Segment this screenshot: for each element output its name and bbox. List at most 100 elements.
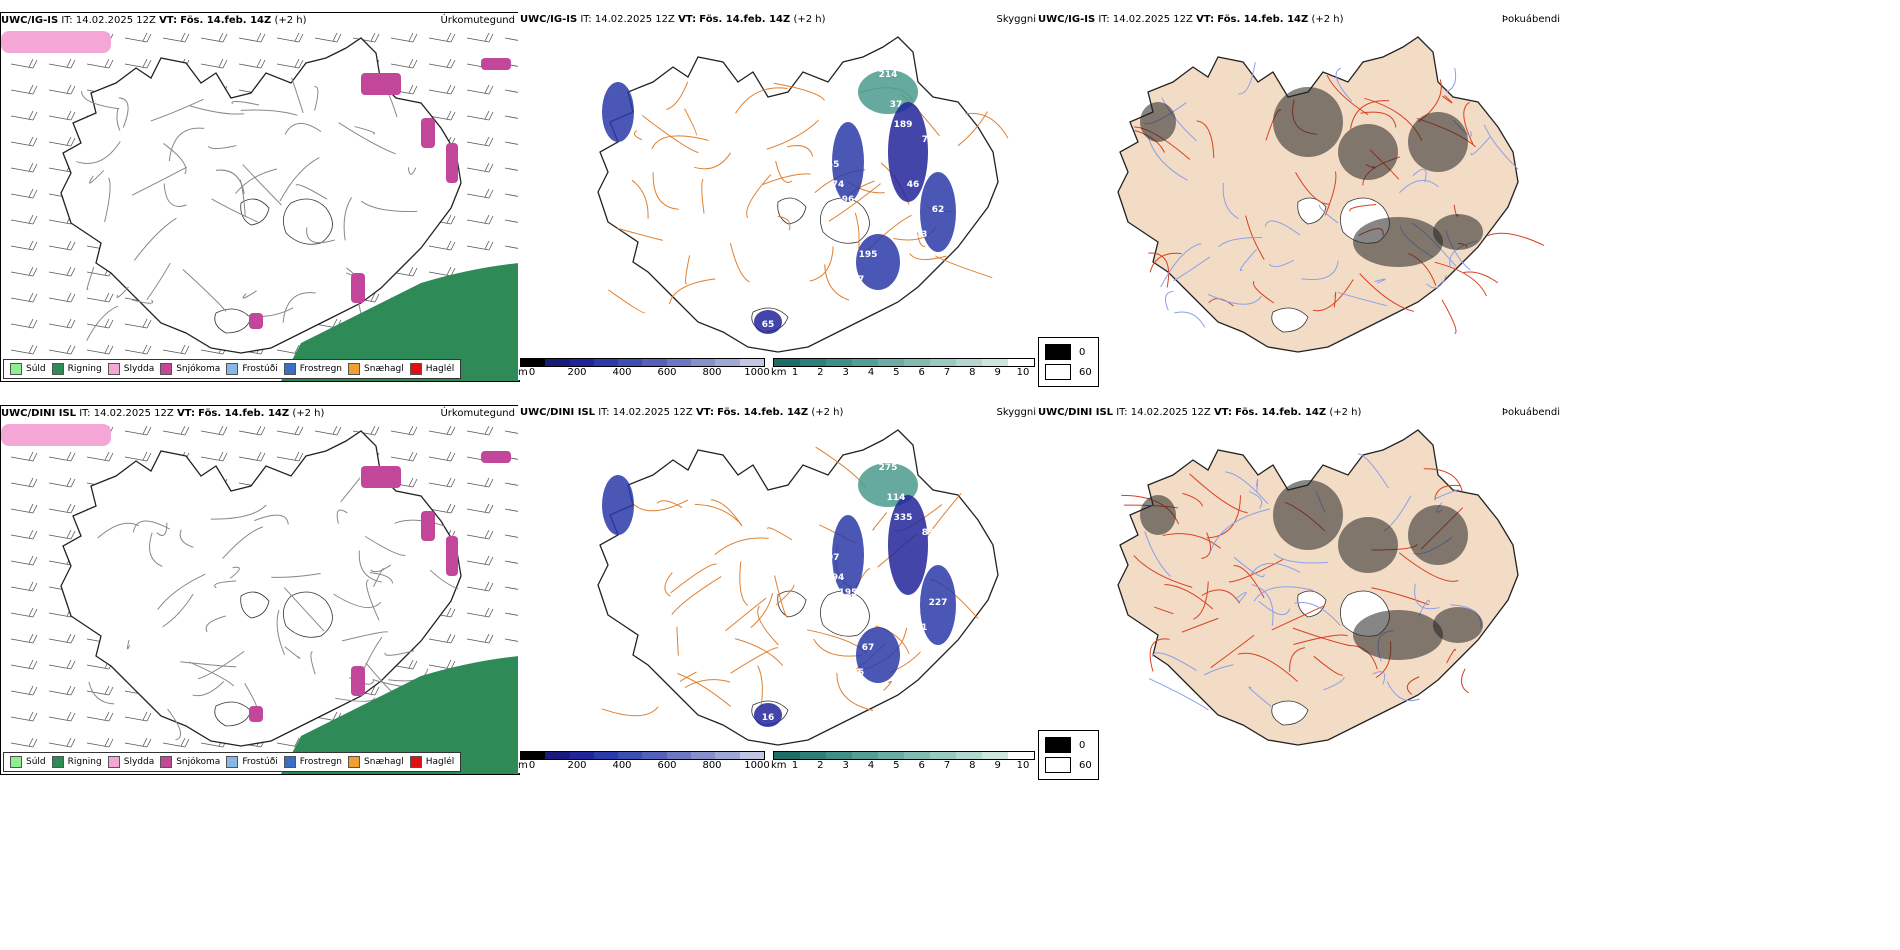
wind-barb-icon xyxy=(504,430,519,434)
wind-barb-icon xyxy=(124,32,152,43)
colorbar-tick: 6 xyxy=(918,367,925,378)
road-line xyxy=(836,672,874,711)
cloud-height-label: 275 xyxy=(879,463,898,473)
road-line xyxy=(1258,600,1291,616)
colorbar-step xyxy=(545,752,570,759)
sleet-area xyxy=(1,424,111,446)
coastline xyxy=(1117,36,1519,353)
road-line xyxy=(1412,168,1427,183)
snow-area xyxy=(249,706,263,722)
fog-index-panel: UWC/IG-IS IT: 14.02.2025 12Z VT: Fös. 14… xyxy=(1038,12,1900,392)
fog-legend-swatch xyxy=(1045,364,1071,380)
legend-item: Snæhagl xyxy=(348,363,404,375)
fog-area xyxy=(1338,517,1398,573)
legend-swatch xyxy=(348,363,361,375)
road-line xyxy=(163,183,187,207)
road-line xyxy=(666,81,689,110)
snow-area xyxy=(421,511,435,541)
wind-barb-icon xyxy=(238,32,266,43)
colorbar-step xyxy=(642,752,667,759)
road-line xyxy=(295,184,328,200)
colorbar-tick: 5 xyxy=(893,760,900,771)
road-line xyxy=(1426,275,1447,289)
glacier-outline xyxy=(240,198,270,226)
road-line xyxy=(670,563,717,594)
rain-area xyxy=(281,656,519,774)
cloud-height-label: 195 xyxy=(839,588,858,598)
it-value: 14.02.2025 12Z xyxy=(75,15,156,26)
it-value: 14.02.2025 12Z xyxy=(612,407,693,418)
wind-barb-icon xyxy=(390,451,418,462)
road-line xyxy=(617,227,663,241)
wind-barb-icon xyxy=(200,32,228,43)
wind-barb-icon xyxy=(390,425,418,436)
road-line xyxy=(1470,136,1491,156)
road-line xyxy=(240,109,298,116)
colorbar-step xyxy=(545,359,570,366)
cloud-base-area xyxy=(754,703,782,727)
colorbar-step xyxy=(691,359,716,366)
road-line xyxy=(746,174,772,218)
snow-area xyxy=(351,666,365,696)
lead-time: (+2 h) xyxy=(811,407,844,418)
colorbar-step xyxy=(642,359,667,366)
wind-barb-icon xyxy=(466,581,494,592)
cloud-height-label: 83 xyxy=(922,528,935,538)
road-line xyxy=(926,493,962,538)
legend-swatch xyxy=(51,756,64,768)
road-line xyxy=(739,561,749,606)
visibility-colorbar-ticks: 1 2 3 4 5 6 7 8 9 10 xyxy=(773,367,1035,379)
cloud-height-label: 16 xyxy=(762,713,775,723)
visibility-panel: UWC/DINI ISL IT: 14.02.2025 12Z VT: Fös.… xyxy=(518,405,1038,773)
road-line xyxy=(116,286,129,298)
fog-legend-row: 0 xyxy=(1045,342,1092,362)
height-colorbar-bar xyxy=(520,358,765,367)
road-line xyxy=(828,183,881,222)
wind-barb-icon xyxy=(86,58,114,69)
road-line xyxy=(725,597,767,632)
road-line xyxy=(429,569,459,590)
road-line xyxy=(197,650,245,680)
wind-barb-icon xyxy=(428,84,456,95)
wind-barb-icon xyxy=(48,503,76,514)
wind-barb-icon xyxy=(48,737,76,748)
wind-barb-icon xyxy=(314,32,342,43)
model-name: UWC/DINI ISL xyxy=(520,407,596,418)
road-line xyxy=(1293,634,1348,645)
cloud-height-label: 74 xyxy=(957,518,970,528)
snow-area xyxy=(361,73,401,95)
road-line xyxy=(279,157,320,202)
cloud-height-label: 85 xyxy=(852,668,865,678)
wind-barb-icon xyxy=(10,162,38,173)
colorbar-step xyxy=(666,359,692,366)
wind-barb-icon xyxy=(276,32,304,43)
wind-barb-icon xyxy=(276,425,304,436)
colorbar-tick: 8 xyxy=(969,367,976,378)
visibility-map-svg: 214 37 189 111 155 74 96 62 108 103 116 195 17 65 78 62… xyxy=(597,36,1009,353)
wind-barb-icon xyxy=(10,477,38,488)
wind-barb-icon xyxy=(10,214,38,225)
road-line xyxy=(1252,281,1275,304)
wind-barb-icon xyxy=(48,659,76,670)
wind-barb-icon xyxy=(10,292,38,303)
road-line xyxy=(156,522,168,536)
road-line xyxy=(1326,74,1369,116)
wind-barb-icon xyxy=(466,214,494,225)
wind-barb-icon xyxy=(124,737,152,748)
colorbar-step xyxy=(521,359,546,366)
road-line xyxy=(104,177,111,223)
road-line xyxy=(1442,95,1453,104)
road-line xyxy=(854,212,860,249)
fog-area xyxy=(1408,112,1468,172)
panel-header: UWC/IG-IS IT: 14.02.2025 12Z VT: Fös. 14… xyxy=(1038,14,1344,25)
road-line xyxy=(676,626,679,656)
wind-barb-icon xyxy=(48,711,76,722)
wind-barb-icon xyxy=(466,425,494,436)
road-line xyxy=(1222,182,1239,220)
fog-area xyxy=(1273,87,1343,157)
visibility-panel: UWC/IG-IS IT: 14.02.2025 12Z VT: Fös. 14… xyxy=(518,12,1038,380)
panel-title: Þokuábendi xyxy=(1501,14,1560,25)
fog-legend: 0 60 xyxy=(1038,730,1099,780)
wind-barb-icon xyxy=(466,32,494,43)
road-line xyxy=(291,77,304,114)
